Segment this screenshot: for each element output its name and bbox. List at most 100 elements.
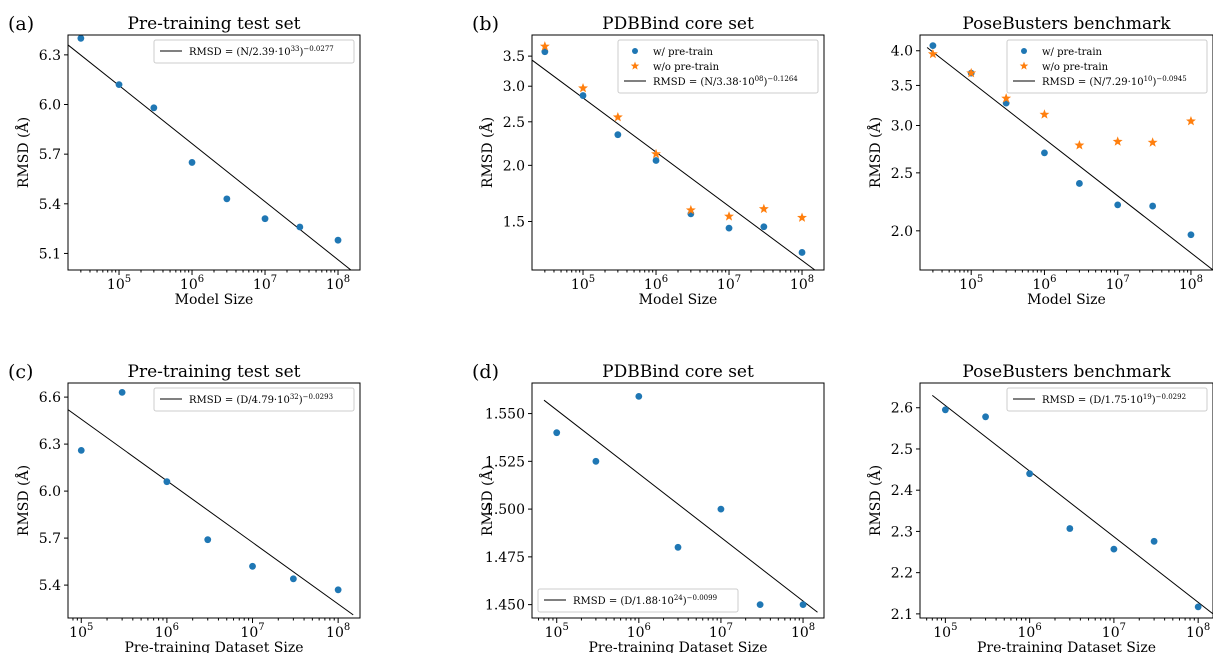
legend-entry-label: w/o pre-train <box>653 62 720 73</box>
plot-area <box>532 41 816 270</box>
y-axis-label: RMSD (Å) <box>866 465 884 536</box>
chart-title: Pre-training test set <box>128 362 301 382</box>
x-axis-label: Model Size <box>639 292 718 308</box>
y-tick-label: 4.0 <box>891 44 913 60</box>
chart-title: PoseBusters benchmark <box>962 14 1171 34</box>
y-tick-label: 3.0 <box>891 118 913 134</box>
y-tick-label: 1.550 <box>485 407 525 423</box>
y-tick-label: 6.3 <box>39 437 61 453</box>
axes-frame <box>919 34 1213 271</box>
data-point <box>614 131 622 139</box>
data-point <box>163 478 171 486</box>
legend: RMSD = (N/2.39·1033)−0.0277 <box>153 39 355 64</box>
x-tick-label: 106 <box>1018 622 1042 641</box>
fit-line <box>68 409 354 616</box>
chart-title: PDBBind core set <box>602 362 754 382</box>
x-axis-label: Model Size <box>1027 292 1106 308</box>
y-tick-label: 2.1 <box>891 607 913 623</box>
data-point-star <box>612 111 623 122</box>
y-axis-label: RMSD (Å) <box>14 117 32 188</box>
axes-frame <box>531 382 825 619</box>
data-point <box>592 457 600 465</box>
x-axis-label: Pre-training Dataset Size <box>588 640 767 653</box>
y-axis-label: RMSD (Å) <box>478 465 496 536</box>
y-tick-label: 2.0 <box>503 158 525 174</box>
x-tick-label: 105 <box>959 274 983 293</box>
axes-frame <box>919 382 1213 619</box>
y-tick-label: 6.6 <box>39 390 61 406</box>
legend-box <box>617 39 819 94</box>
chart-title: PDBBind core set <box>602 14 754 34</box>
data-point-star <box>724 211 734 221</box>
legend-entry-label: RMSD = (N/3.38·1008)−0.1264 <box>653 75 798 88</box>
y-tick-label: 5.4 <box>39 578 61 594</box>
y-tick-label: 5.7 <box>39 147 61 163</box>
y-tick-label: 2.5 <box>891 166 913 182</box>
x-tick-label: 108 <box>1179 274 1203 293</box>
y-tick-label: 5.4 <box>39 197 61 213</box>
data-point <box>223 195 231 203</box>
data-point <box>579 92 587 99</box>
data-point <box>77 446 85 454</box>
fit-line <box>543 399 818 613</box>
chart-title: PoseBusters benchmark <box>962 362 1171 382</box>
x-tick-label: 105 <box>571 274 595 293</box>
data-point <box>982 413 989 421</box>
data-point <box>204 536 212 544</box>
panel-b2: PoseBusters benchmark RMSD (Å) Model Size 2… <box>866 14 1213 308</box>
y-tick-label: 2.3 <box>891 524 913 540</box>
data-point <box>77 35 85 42</box>
chart-title: Pre-training test set <box>128 14 301 34</box>
y-tick-label: 2.4 <box>891 483 913 499</box>
plot-area <box>68 35 352 270</box>
legend: RMSD = (D/1.88·1024)−0.0099 <box>537 588 739 613</box>
legend-star-swatch <box>630 61 640 70</box>
data-point-star <box>578 82 588 93</box>
legend: w/ pre-train w/o pre-train RMSD = (N/3.38·… <box>617 39 819 94</box>
panel-b: (b) PDBBind core set RMSD (Å) Model Size 1.5… <box>472 13 825 308</box>
data-point <box>929 42 937 50</box>
data-point <box>1194 603 1202 611</box>
data-point-star <box>1074 140 1085 150</box>
y-tick-label: 5.7 <box>39 531 61 547</box>
x-tick-label: 105 <box>545 622 569 641</box>
y-axis-label: RMSD (Å) <box>478 117 496 188</box>
x-tick-label: 105 <box>69 622 93 641</box>
x-axis-label: Pre-training Dataset Size <box>977 640 1156 653</box>
y-axis-label: RMSD (Å) <box>14 465 32 536</box>
plot-area <box>543 392 818 613</box>
data-point <box>725 224 733 232</box>
data-point <box>118 389 126 396</box>
data-point <box>1075 180 1083 187</box>
legend-circle-swatch <box>632 48 638 54</box>
legend-box <box>153 387 355 412</box>
data-point <box>334 586 342 594</box>
legend-box <box>1006 39 1208 94</box>
legend-entry-label: w/ pre-train <box>1042 47 1103 58</box>
x-tick-label: 106 <box>180 274 204 293</box>
axes-frame <box>67 34 361 271</box>
y-tick-label: 2.5 <box>891 442 913 458</box>
x-tick-label: 107 <box>1106 274 1130 293</box>
data-point <box>1187 231 1195 239</box>
x-tick-label: 106 <box>1032 274 1056 293</box>
data-point-star <box>1112 136 1123 146</box>
data-point <box>541 48 549 56</box>
legend-circle-swatch <box>1021 48 1027 54</box>
x-axis-label: Model Size <box>175 292 254 308</box>
y-tick-label: 1.500 <box>485 502 525 518</box>
legend-entry-label: w/o pre-train <box>1042 62 1109 73</box>
data-point-star <box>966 67 977 78</box>
plot-area <box>932 394 1213 615</box>
y-tick-label: 1.475 <box>485 550 525 566</box>
x-tick-label: 108 <box>790 274 814 293</box>
x-tick-label: 107 <box>240 622 264 641</box>
data-point <box>553 429 561 437</box>
x-tick-label: 105 <box>933 622 957 641</box>
legend-entry-label: RMSD = (D/1.88·1024)−0.0099 <box>573 594 717 607</box>
data-point <box>1110 545 1118 553</box>
x-tick-label: 108 <box>326 622 350 641</box>
y-tick-label: 1.450 <box>485 598 525 614</box>
y-tick-label: 6.0 <box>39 98 61 114</box>
data-point <box>652 157 660 164</box>
